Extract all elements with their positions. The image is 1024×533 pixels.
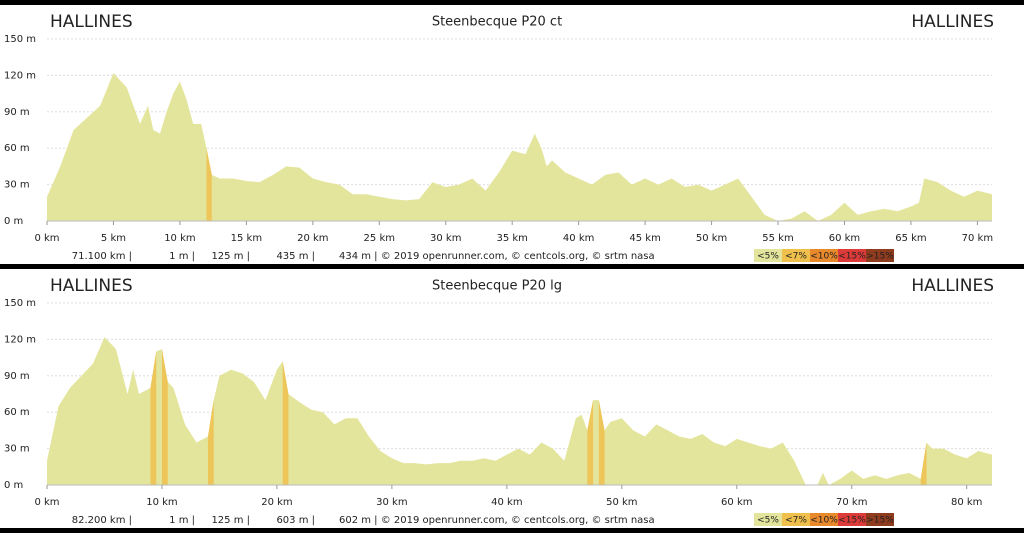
x-tick-label: 30 km [376, 497, 407, 508]
legend-swatch [866, 249, 894, 262]
stat: 603 m | [276, 515, 315, 526]
x-tick-label: 0 km [34, 497, 59, 508]
x-tick-label: 10 km [164, 233, 195, 244]
stat: 71.100 km | [72, 251, 132, 262]
x-tick-label: 40 km [491, 497, 522, 508]
legend-label: <5% [757, 252, 779, 262]
x-tick-label: 40 km [563, 233, 594, 244]
y-tick-label: 60 m [4, 407, 30, 418]
legend-swatch [810, 513, 838, 526]
x-tick-label: 55 km [762, 233, 793, 244]
y-tick-label: 30 m [4, 444, 30, 455]
legend-swatch [838, 513, 866, 526]
x-tick-label: 50 km [606, 497, 637, 508]
chart-title: Steenbecque P20 lg [432, 279, 562, 294]
stat: 1 m | [169, 251, 195, 262]
legend-label: <10% [810, 516, 838, 526]
gradient-segment [150, 351, 157, 485]
legend-swatch [782, 513, 810, 526]
x-tick-label: 50 km [696, 233, 727, 244]
legend-swatch [838, 249, 866, 262]
end-label: HALLINES [911, 12, 994, 32]
stat: 125 m | [211, 515, 250, 526]
stat: 602 m | © 2019 openrunner.com, © centcol… [339, 515, 655, 526]
x-tick-label: 60 km [829, 233, 860, 244]
gradient-segment [206, 148, 212, 221]
y-tick-label: 150 m [4, 298, 36, 309]
legend-label: <5% [757, 516, 779, 526]
separator [0, 264, 1024, 269]
legend-swatch [754, 249, 782, 262]
legend-label: >15% [866, 516, 894, 526]
y-tick-label: 120 m [4, 70, 36, 81]
elevation-area [47, 72, 992, 222]
separator [0, 528, 1024, 533]
y-tick-label: 90 m [4, 107, 30, 118]
x-tick-label: 5 km [101, 233, 126, 244]
x-tick-label: 10 km [146, 497, 177, 508]
gradient-segment [920, 442, 927, 485]
gradient-segment [282, 361, 289, 485]
x-tick-label: 60 km [721, 497, 752, 508]
gradient-segment [161, 349, 168, 485]
stat: 435 m | [276, 251, 315, 262]
x-tick-label: 20 km [297, 233, 328, 244]
gradient-segment [207, 400, 214, 485]
legend-label: <7% [785, 516, 807, 526]
stat: 82.200 km | [72, 515, 132, 526]
end-label: HALLINES [911, 276, 994, 296]
x-tick-label: 15 km [231, 233, 262, 244]
legend-label: <7% [785, 252, 807, 262]
y-tick-label: 120 m [4, 334, 36, 345]
stat: 1 m | [169, 515, 195, 526]
legend-label: >15% [866, 252, 894, 262]
x-tick-label: 80 km [951, 497, 982, 508]
stat: 434 m | © 2019 openrunner.com, © centcol… [339, 251, 655, 262]
y-tick-label: 0 m [4, 480, 23, 491]
legend-swatch [754, 513, 782, 526]
separator [0, 0, 1024, 5]
legend-swatch [866, 513, 894, 526]
y-tick-label: 90 m [4, 371, 30, 382]
elevation-area [47, 336, 992, 485]
x-tick-label: 45 km [629, 233, 660, 244]
legend-label: <15% [838, 252, 866, 262]
start-label: HALLINES [50, 276, 133, 296]
legend-label: <10% [810, 252, 838, 262]
chart-title: Steenbecque P20 ct [432, 15, 562, 30]
y-tick-label: 60 m [4, 143, 30, 154]
x-tick-label: 65 km [895, 233, 926, 244]
y-tick-label: 150 m [4, 34, 36, 45]
x-tick-label: 20 km [261, 497, 292, 508]
gradient-segment [598, 400, 605, 485]
legend-label: <15% [838, 516, 866, 526]
gradient-segment [587, 400, 594, 485]
x-tick-label: 25 km [364, 233, 395, 244]
start-label: HALLINES [50, 12, 133, 32]
y-tick-label: 30 m [4, 180, 30, 191]
x-tick-label: 30 km [430, 233, 461, 244]
x-tick-label: 35 km [496, 233, 527, 244]
x-tick-label: 70 km [962, 233, 993, 244]
x-tick-label: 70 km [836, 497, 867, 508]
legend-swatch [782, 249, 810, 262]
x-tick-label: 0 km [34, 233, 59, 244]
stat: 125 m | [211, 251, 250, 262]
legend-swatch [810, 249, 838, 262]
y-tick-label: 0 m [4, 216, 23, 227]
